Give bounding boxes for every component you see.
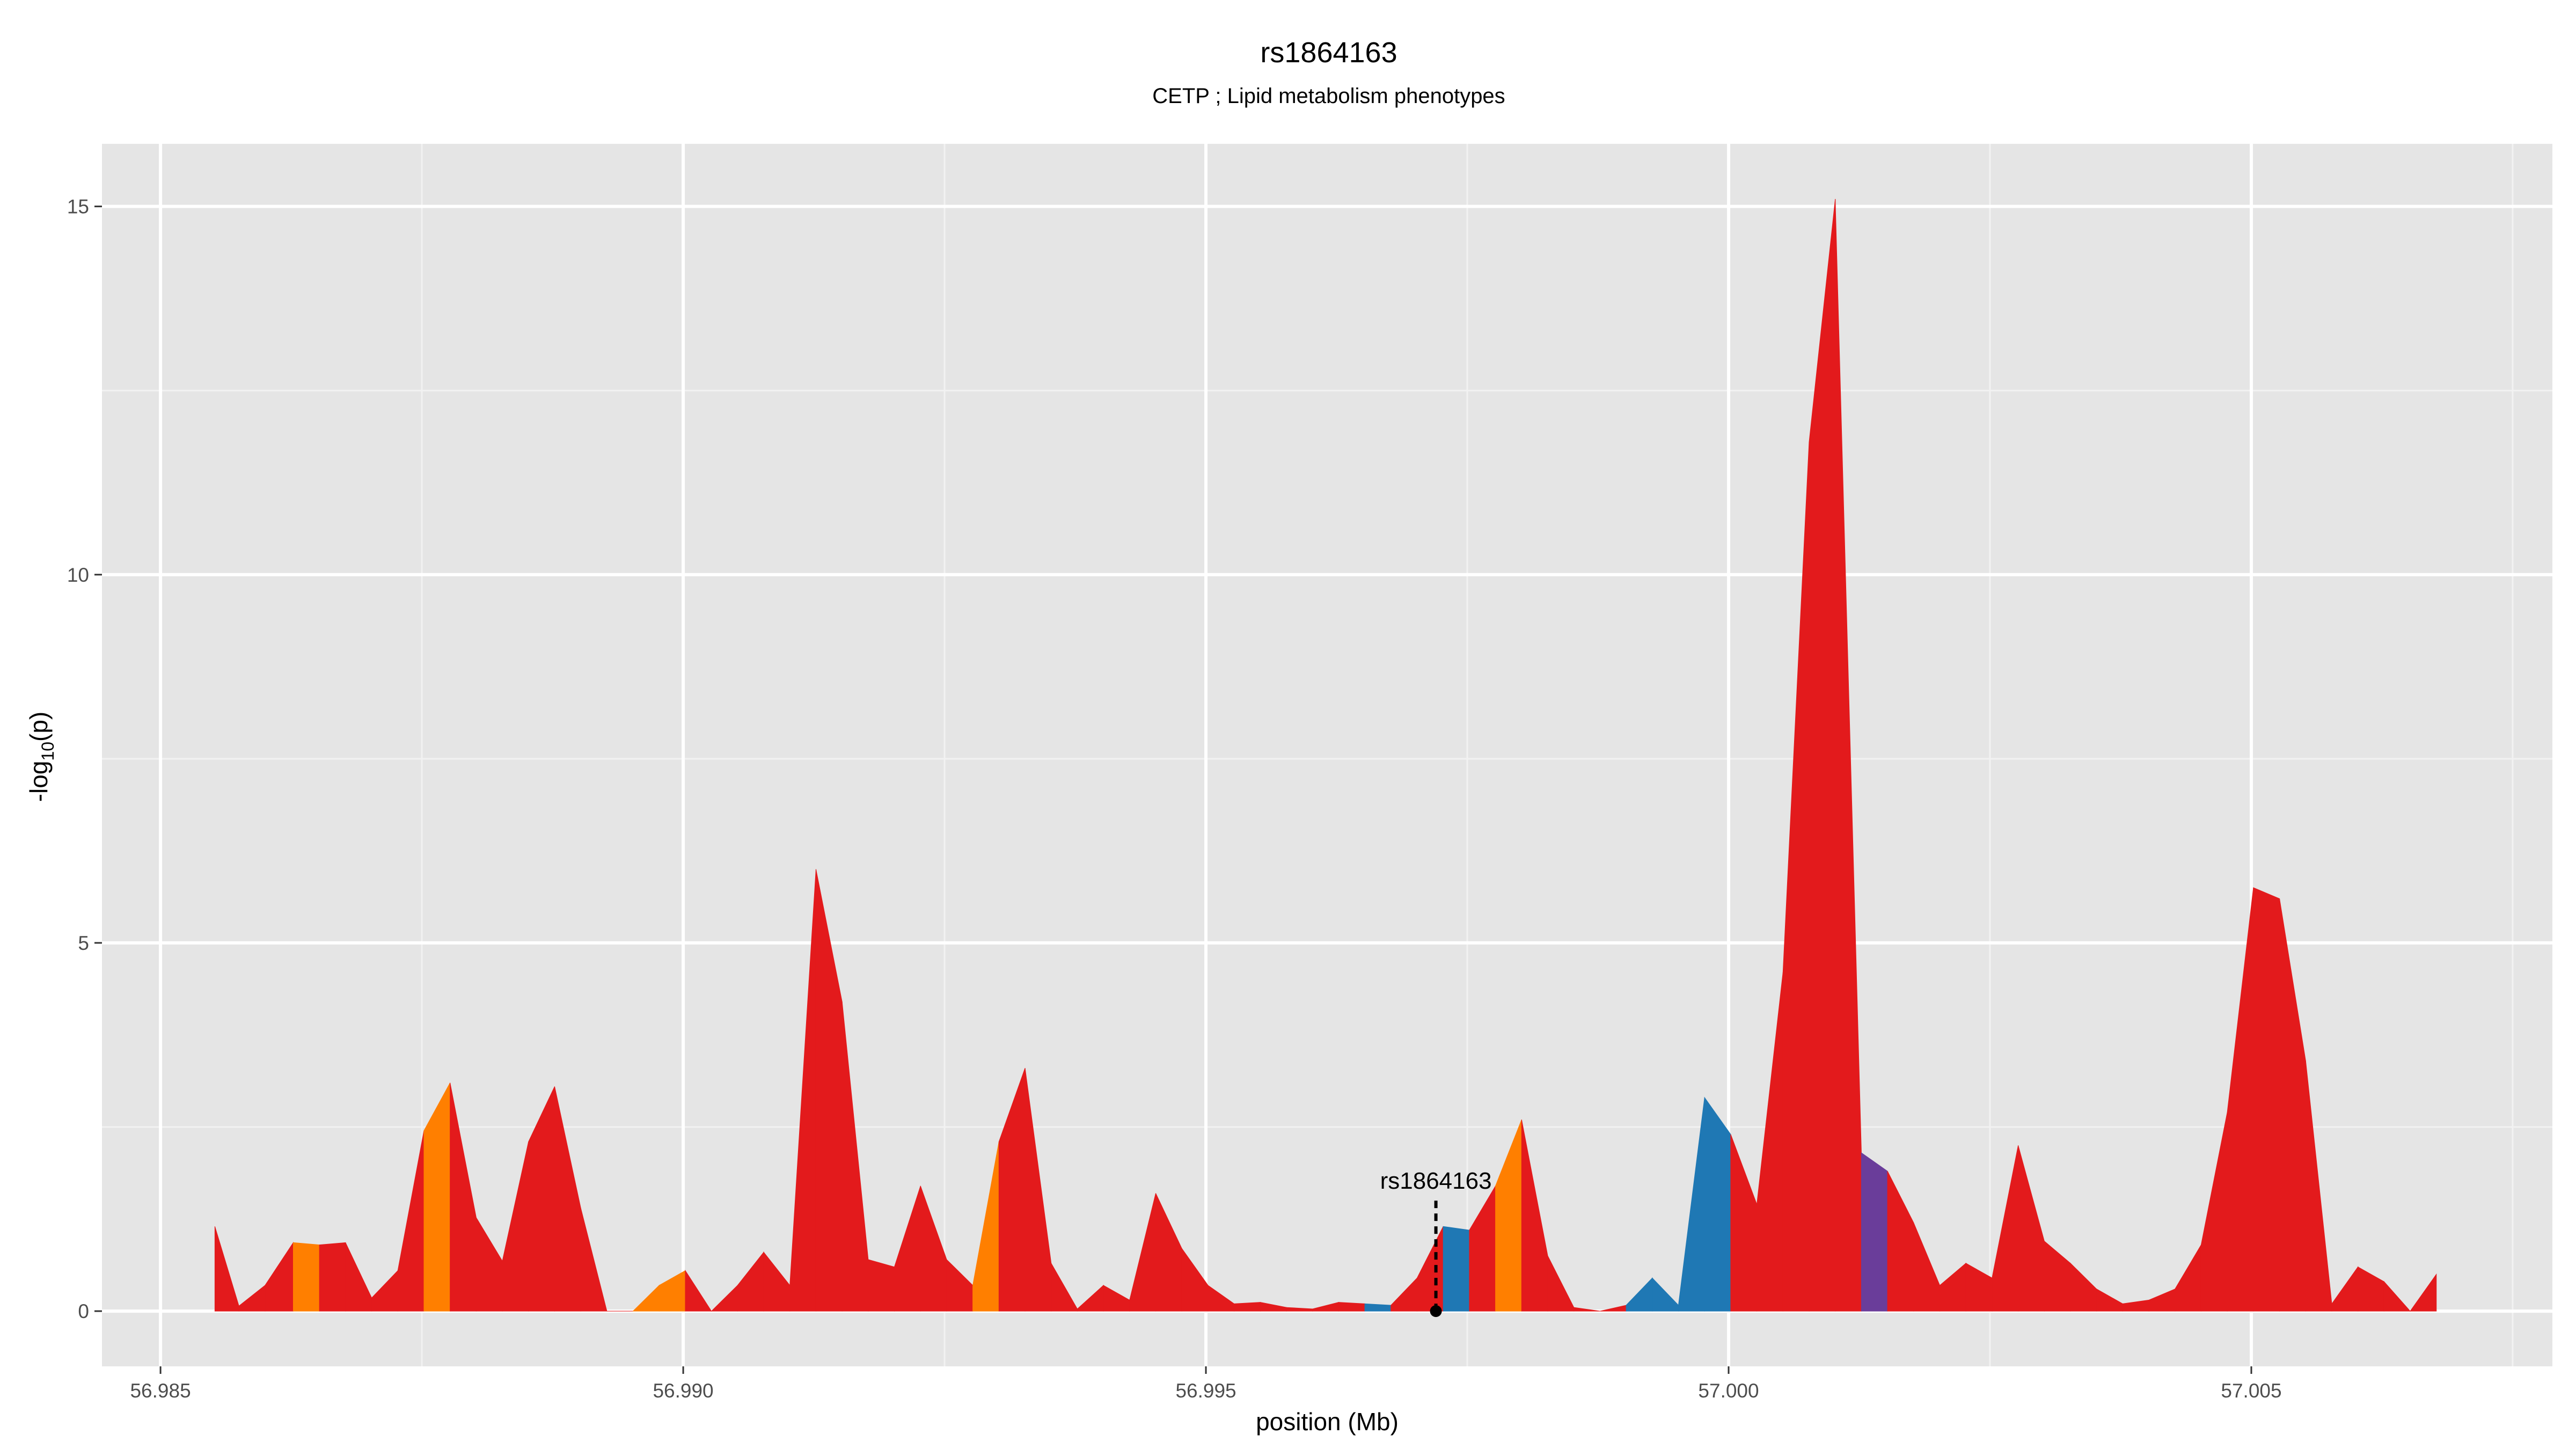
x-axis: 56.985 56.990 56.995 57.000 57.005 [130,1366,2282,1402]
y-axis-label-subscript: 10 [38,742,57,761]
y-axis-label-tail: (p) [25,712,53,742]
x-tick-label: 57.005 [2221,1380,2281,1402]
y-axis-label: -log10(p) [25,712,57,802]
chart-title: rs1864163 [1260,36,1397,69]
grid-minor [102,144,2552,1366]
area-segment-red [580,1208,608,1312]
area-segment-red [319,1242,346,1312]
annotation-label: rs1864163 [1380,1168,1492,1194]
annotation-marker [1430,1305,1442,1318]
area-segment-purple [1861,1152,1888,1312]
area-segments [214,199,2437,1312]
area-segment-orange [292,1242,320,1312]
area-segment-red [1338,1302,1365,1312]
y-axis: 0 5 10 15 [67,196,102,1322]
x-tick-label: 56.995 [1175,1380,1236,1402]
area-segment-red [2383,1280,2411,1312]
area-segment-blue [1443,1226,1470,1312]
y-tick-label: 15 [67,196,89,218]
area-segment-red [868,1259,895,1312]
chart-subtitle: CETP ; Lipid metabolism phenotypes [1152,84,1505,108]
y-tick-label: 5 [78,932,89,954]
plot-panel [102,144,2552,1366]
x-tick-label: 56.990 [653,1380,713,1402]
area-segment-red [2410,1273,2437,1312]
x-tick-label: 57.000 [1698,1380,1759,1402]
area-segment-red [1234,1302,1261,1312]
y-tick-label: 10 [67,564,89,586]
y-tick-label: 0 [78,1300,89,1322]
annotation: rs1864163 [1380,1168,1492,1318]
area-segment-blue [1364,1303,1392,1312]
area-segment-red [685,1269,712,1312]
x-axis-label: position (Mb) [1256,1408,1399,1436]
x-tick-label: 56.985 [130,1380,191,1402]
area-segment-red [2253,887,2280,1312]
area-segment-blue [1704,1096,1731,1312]
area-segment-red [1574,1307,1600,1312]
y-axis-label-main: -log [25,761,53,802]
